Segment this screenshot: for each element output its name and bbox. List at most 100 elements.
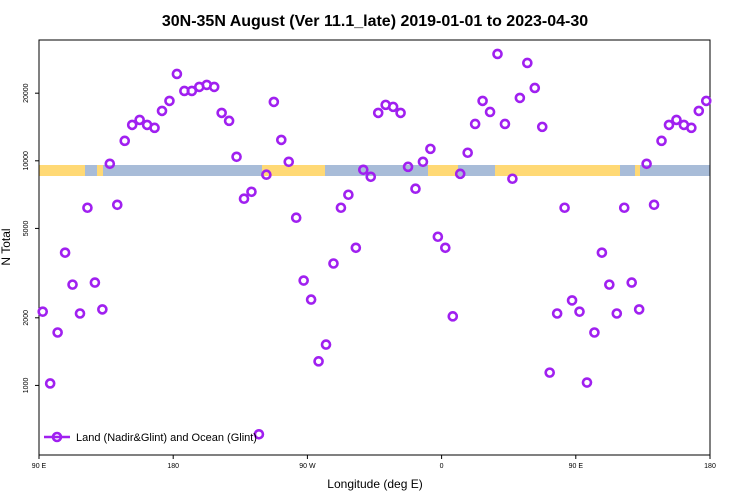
data-point	[507, 173, 518, 185]
data-point	[89, 277, 101, 288]
y-axis-label: N Total	[0, 228, 13, 265]
x-tick-label: 90 E	[32, 463, 47, 470]
legend-label: Land (Nadir&Glint) and Ocean (Glint)	[76, 432, 257, 444]
plot-frame	[38, 39, 711, 456]
data-point	[231, 151, 242, 163]
land-ocean-band	[39, 165, 710, 176]
data-point	[641, 158, 652, 170]
data-point	[648, 199, 660, 211]
data-point	[484, 106, 496, 118]
data-point	[618, 202, 630, 214]
x-tick-label: 180	[704, 463, 716, 470]
data-point	[238, 193, 250, 205]
data-point	[574, 306, 585, 317]
data-point	[566, 295, 578, 306]
data-point	[156, 105, 168, 117]
data-point	[514, 92, 526, 104]
data-point	[447, 311, 459, 322]
data-point	[372, 107, 384, 119]
data-point	[551, 308, 563, 319]
data-point	[74, 308, 86, 319]
data-point	[671, 114, 682, 126]
data-point	[633, 304, 645, 315]
data-point	[343, 189, 354, 201]
data-point	[67, 279, 78, 290]
data-point	[596, 247, 608, 258]
data-point	[544, 367, 556, 378]
data-point	[328, 258, 339, 269]
x-tick-label: 0	[440, 463, 444, 470]
data-point	[119, 135, 131, 147]
data-point	[186, 85, 198, 97]
land-band	[428, 165, 458, 176]
land-band	[39, 165, 85, 176]
data-point	[604, 279, 615, 290]
ocean-band	[39, 165, 710, 176]
x-tick-label: 90 W	[299, 463, 316, 470]
data-point	[425, 143, 436, 155]
x-tick-label: 90 E	[569, 463, 584, 470]
land-band	[262, 165, 325, 176]
data-point	[432, 231, 444, 243]
data-point	[59, 247, 71, 258]
data-point	[686, 122, 697, 134]
data-point	[581, 377, 593, 388]
chart-title: 30N-35N August (Ver 11.1_late) 2019-01-0…	[162, 13, 588, 30]
data-point	[536, 121, 548, 133]
y-tick-label: 2000	[23, 310, 30, 326]
data-point	[52, 327, 63, 338]
y-tick-label: 1000	[23, 378, 30, 394]
data-point	[529, 82, 541, 94]
data-point	[216, 107, 227, 119]
data-point	[663, 119, 675, 131]
data-point	[246, 186, 257, 198]
legend-marker	[51, 431, 63, 443]
data-point	[290, 212, 302, 224]
x-axis-label: Longitude (deg E)	[327, 477, 422, 491]
data-point	[402, 161, 414, 173]
data-point	[149, 122, 160, 134]
data-point	[268, 96, 280, 108]
data-point	[611, 308, 623, 319]
data-point	[37, 306, 49, 317]
data-point	[522, 57, 533, 69]
data-point	[208, 81, 220, 93]
data-point	[499, 118, 511, 130]
data-point	[283, 156, 295, 168]
data-point	[440, 242, 451, 254]
data-point	[656, 135, 667, 147]
data-point	[410, 183, 421, 195]
data-point	[387, 101, 399, 113]
data-point	[171, 68, 183, 80]
land-band	[495, 165, 620, 176]
data-point	[365, 171, 377, 183]
data-point	[111, 199, 123, 211]
data-point	[559, 202, 570, 214]
data-point	[44, 378, 56, 389]
y-tick-label: 20000	[23, 83, 30, 103]
data-point	[700, 95, 712, 107]
data-point	[693, 105, 705, 117]
data-point	[395, 107, 406, 119]
y-tick-label: 10000	[23, 151, 30, 171]
y-tick-label: 5000	[23, 221, 30, 237]
data-point	[261, 169, 272, 181]
data-point	[134, 114, 145, 126]
data-point	[223, 115, 235, 127]
data-point	[454, 168, 466, 180]
data-point	[589, 327, 600, 338]
x-tick-label: 180	[167, 463, 179, 470]
data-point	[97, 304, 108, 315]
data-point	[320, 339, 332, 350]
data-point	[104, 158, 116, 170]
data-point	[462, 147, 473, 159]
data-point	[253, 428, 265, 440]
data-point	[298, 275, 309, 286]
data-point	[626, 277, 638, 288]
data-point	[492, 48, 503, 60]
data-point	[350, 242, 362, 254]
data-point	[469, 118, 481, 130]
data-point	[126, 119, 138, 131]
data-point	[313, 356, 324, 367]
